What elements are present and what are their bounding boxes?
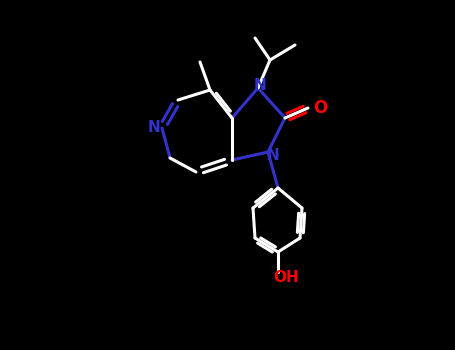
Text: N: N bbox=[147, 120, 160, 135]
Text: OH: OH bbox=[273, 270, 299, 285]
Text: N: N bbox=[267, 147, 279, 162]
Text: O: O bbox=[313, 99, 327, 117]
Text: N: N bbox=[253, 78, 266, 93]
